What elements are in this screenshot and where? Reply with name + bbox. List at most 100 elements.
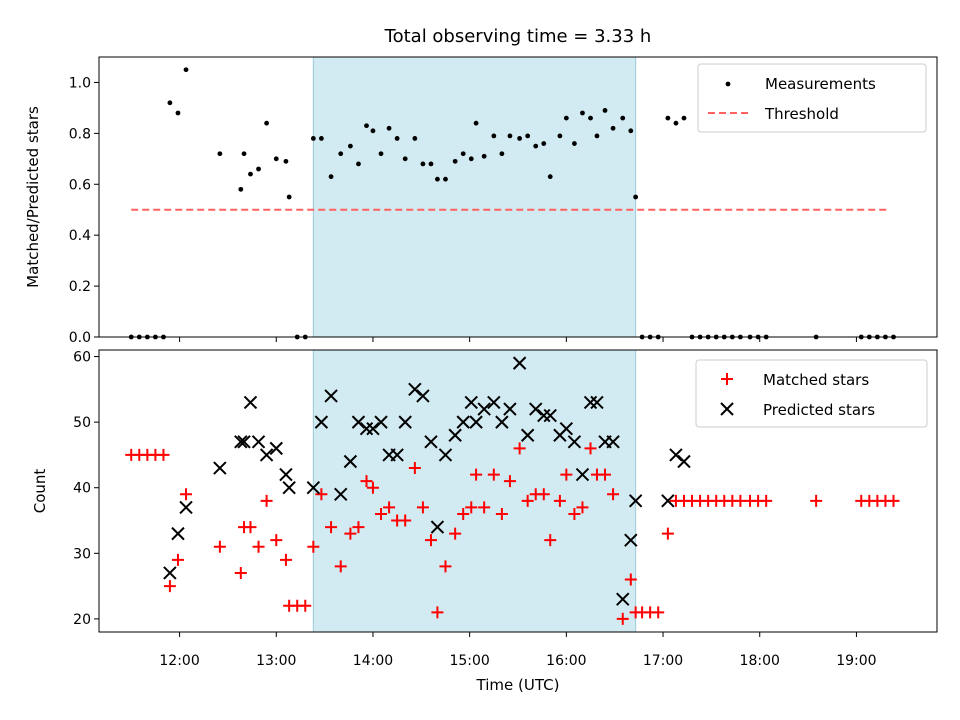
x-tick-label: 14:00 — [353, 653, 393, 669]
predicted-star-point — [334, 487, 348, 501]
predicted-star-point — [237, 435, 251, 449]
predicted-star-point — [677, 454, 691, 469]
measurement-point — [364, 123, 369, 129]
predicted-star-point — [306, 481, 321, 495]
predicted-star-point — [179, 500, 193, 515]
predicted-star-point — [624, 533, 638, 547]
bottom-y-axis-label: Count — [31, 469, 49, 514]
measurement-point — [507, 133, 513, 139]
matched-star-point — [360, 475, 373, 488]
matched-star-point — [495, 507, 508, 520]
matched-star-point — [652, 606, 665, 619]
matched-star-point — [416, 501, 429, 514]
matched-star-point — [607, 488, 620, 501]
measurement-point — [283, 158, 289, 164]
predicted-star-point — [606, 435, 620, 449]
measurement-point — [460, 151, 466, 157]
predicted-star-point — [469, 415, 483, 429]
predicted-star-point — [567, 435, 582, 449]
measurement-point — [328, 174, 334, 180]
top-y-ticks: 0.0 0.2 0.4 0.6 0.8 1.0 — [69, 75, 99, 346]
measurement-point — [563, 115, 569, 121]
measurement-point — [473, 120, 479, 126]
top-y-axis-label: Matched/Predicted stars — [24, 106, 42, 288]
predicted-star-point — [503, 402, 517, 416]
matched-star-point — [375, 507, 388, 520]
matched-star-point — [334, 560, 347, 573]
measurement-point — [468, 156, 474, 162]
legend-predicted-label: Predicted stars — [763, 401, 875, 419]
x-tick-label: 13:00 — [256, 653, 296, 669]
legend-measurements-marker — [725, 81, 731, 87]
bottom-y-tick-label: 60 — [73, 350, 91, 366]
predicted-star-point — [487, 395, 501, 410]
measurement-point — [286, 194, 292, 200]
top-panel-marks — [128, 67, 896, 340]
measurement-point — [491, 133, 497, 139]
matched-star-point — [244, 521, 257, 534]
measurement-point — [428, 161, 434, 167]
x-tick-label: 18:00 — [740, 653, 780, 669]
legend-matched-marker — [721, 373, 733, 385]
matched-star-point — [887, 494, 900, 507]
matched-star-point — [408, 462, 421, 475]
measurement-point — [248, 171, 253, 177]
measurement-point — [238, 186, 244, 192]
matched-star-point — [457, 507, 470, 520]
measurement-point — [572, 141, 577, 146]
measurement-point — [541, 141, 547, 146]
measurement-point — [673, 120, 679, 126]
measurement-point — [386, 125, 392, 131]
measurement-point — [394, 136, 400, 141]
matched-star-point — [553, 494, 566, 507]
predicted-star-point — [616, 592, 630, 606]
measurement-point — [264, 120, 269, 126]
predicted-star-point — [374, 415, 388, 429]
legend-predicted-marker — [720, 402, 734, 416]
predicted-star-point — [351, 415, 366, 429]
matched-star-point — [315, 488, 328, 501]
bottom-legend: Matched stars Predicted stars — [695, 359, 928, 428]
measurement-point — [318, 136, 324, 141]
bottom-x-ticks: 12:00 13:00 14:00 15:00 16:00 17:00 18:00 19:00 — [159, 632, 877, 669]
bottom-y-tick-label: 50 — [73, 415, 91, 431]
predicted-star-point — [590, 395, 604, 410]
matched-star-point — [478, 501, 491, 514]
measurement-point — [633, 194, 639, 200]
predicted-star-point — [251, 435, 266, 449]
measurement-point — [681, 115, 687, 121]
matched-star-point — [383, 501, 396, 514]
matched-star-point — [560, 468, 573, 481]
top-y-tick-label: 1.0 — [69, 75, 91, 91]
measurement-point — [217, 151, 223, 157]
measurement-point — [356, 161, 361, 167]
predicted-star-point — [628, 494, 643, 508]
measurement-point — [557, 133, 563, 139]
predicted-star-point — [495, 415, 509, 429]
bottom-y-tick-label: 30 — [73, 546, 91, 562]
predicted-star-point — [269, 441, 283, 456]
predicted-star-point — [520, 428, 535, 442]
predicted-star-point — [559, 421, 574, 436]
predicted-star-point — [314, 415, 329, 429]
matched-star-point — [616, 612, 629, 625]
x-axis-label: Time (UTC) — [476, 676, 560, 694]
matched-star-point — [366, 481, 379, 494]
predicted-star-point — [359, 421, 374, 436]
chart-title: Total observing time = 3.33 h — [384, 26, 652, 47]
measurement-point — [499, 151, 505, 157]
top-x-ticks — [179, 337, 857, 342]
predicted-star-point — [213, 461, 227, 475]
predicted-star-point — [543, 408, 557, 423]
matched-star-point — [424, 534, 437, 547]
matched-star-point — [503, 475, 516, 488]
measurement-point — [378, 151, 384, 157]
predicted-star-point — [416, 389, 430, 403]
bottom-panel: 20 30 40 50 60 12:00 13:00 14:00 15:00 16:00 17:0… — [31, 349, 938, 694]
matched-star-point — [270, 534, 283, 547]
measurement-point — [481, 153, 487, 159]
top-observing-window — [312, 56, 637, 338]
predicted-star-point — [343, 454, 358, 469]
matched-star-point — [810, 494, 823, 507]
matched-star-point — [325, 521, 338, 534]
